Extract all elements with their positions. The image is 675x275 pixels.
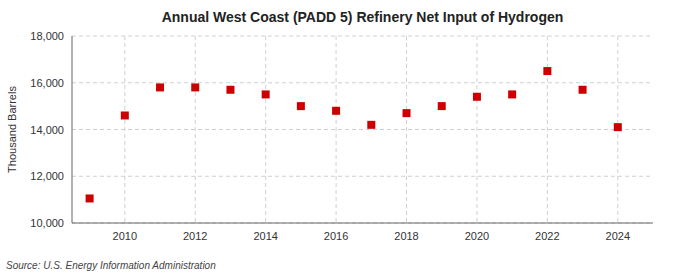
- points: [86, 67, 622, 202]
- point: [226, 86, 234, 94]
- title: Annual West Coast (PADD 5) Refinery Net …: [162, 9, 564, 25]
- point: [579, 86, 587, 94]
- y-grid-line: [72, 82, 653, 83]
- x-grid-line: [406, 36, 407, 223]
- y-grid-line: [72, 129, 653, 130]
- point: [614, 123, 622, 131]
- x-tick-label: 2020: [465, 230, 489, 242]
- x-tick-label: 2022: [535, 230, 559, 242]
- x-tick-label: 2010: [113, 230, 137, 242]
- y-axis-label: Thousand Barrels: [6, 86, 18, 173]
- point: [438, 102, 446, 110]
- point: [543, 67, 551, 75]
- y-tick-label: 16,000: [30, 77, 64, 89]
- point: [367, 121, 375, 129]
- x-tick-label: 2014: [253, 230, 277, 242]
- y-grid-line: [72, 223, 653, 224]
- grid: [72, 36, 653, 223]
- chart: Annual West Coast (PADD 5) Refinery Net …: [0, 0, 675, 275]
- y-grid-line: [72, 36, 653, 37]
- point: [297, 102, 305, 110]
- x-axis-line: [72, 223, 653, 224]
- point: [473, 93, 481, 101]
- x-tick-label: 2018: [394, 230, 418, 242]
- source-note: Source: U.S. Energy Information Administ…: [6, 260, 216, 271]
- x-grid-line: [124, 36, 125, 223]
- point: [262, 90, 270, 98]
- point: [86, 194, 94, 202]
- y-tick-label: 10,000: [30, 217, 64, 229]
- point: [332, 107, 340, 115]
- x-grid-line: [476, 36, 477, 223]
- x-tick-label: 2024: [606, 230, 630, 242]
- point: [156, 83, 164, 91]
- x-tick-label: 2012: [183, 230, 207, 242]
- y-axis-line: [72, 36, 73, 223]
- x-grid-line: [265, 36, 266, 223]
- point: [191, 83, 199, 91]
- x-grid-line: [195, 36, 196, 223]
- x-tick-label: 2016: [324, 230, 348, 242]
- point: [403, 109, 411, 117]
- x-grid-line: [336, 36, 337, 223]
- y-tick-label: 12,000: [30, 170, 64, 182]
- point: [508, 90, 516, 98]
- point: [121, 111, 129, 119]
- y-grid-line: [72, 176, 653, 177]
- y-tick-label: 14,000: [30, 124, 64, 136]
- x-grid-line: [547, 36, 548, 223]
- y-tick-label: 18,000: [30, 30, 64, 42]
